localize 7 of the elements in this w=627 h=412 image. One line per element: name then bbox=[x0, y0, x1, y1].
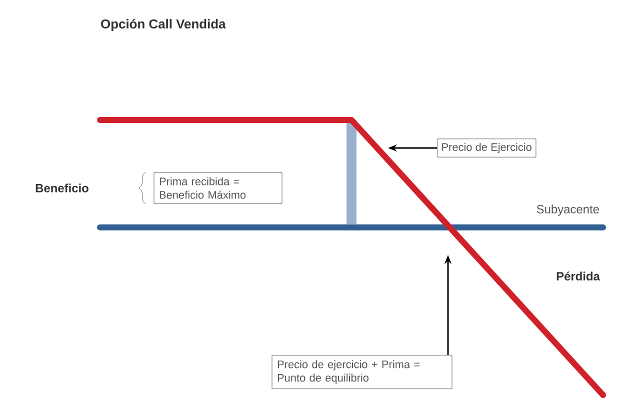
annotation: Precio de Ejercicio bbox=[442, 142, 532, 154]
annotation: Prima recibida = Beneficio Máximo bbox=[160, 177, 246, 199]
annotation: Pérdida bbox=[556, 272, 600, 280]
chart-title: Opción Call Vendida bbox=[101, 18, 226, 32]
annotation: Precio de ejercicio + Prima = Punto de equilibrio bbox=[278, 360, 420, 384]
text: Beneficio bbox=[36, 184, 88, 192]
x-axis-title: Subyacente bbox=[536, 204, 599, 216]
